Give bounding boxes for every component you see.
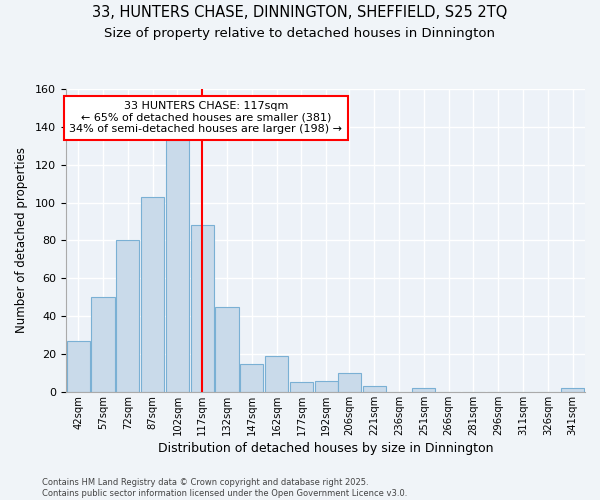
Bar <box>412 388 436 392</box>
Text: 33, HUNTERS CHASE, DINNINGTON, SHEFFIELD, S25 2TQ: 33, HUNTERS CHASE, DINNINGTON, SHEFFIELD… <box>92 5 508 20</box>
Bar <box>265 356 288 392</box>
Text: Contains HM Land Registry data © Crown copyright and database right 2025.
Contai: Contains HM Land Registry data © Crown c… <box>42 478 407 498</box>
Bar <box>338 373 361 392</box>
X-axis label: Distribution of detached houses by size in Dinnington: Distribution of detached houses by size … <box>158 442 493 455</box>
Bar <box>240 364 263 392</box>
Bar <box>141 197 164 392</box>
Bar <box>215 306 239 392</box>
Bar <box>314 380 338 392</box>
Bar <box>91 297 115 392</box>
Bar <box>362 386 386 392</box>
Text: Size of property relative to detached houses in Dinnington: Size of property relative to detached ho… <box>104 28 496 40</box>
Bar <box>191 226 214 392</box>
Bar <box>67 341 90 392</box>
Y-axis label: Number of detached properties: Number of detached properties <box>15 148 28 334</box>
Text: 33 HUNTERS CHASE: 117sqm
← 65% of detached houses are smaller (381)
34% of semi-: 33 HUNTERS CHASE: 117sqm ← 65% of detach… <box>70 101 343 134</box>
Bar <box>116 240 139 392</box>
Bar <box>290 382 313 392</box>
Bar <box>166 140 189 392</box>
Bar <box>561 388 584 392</box>
